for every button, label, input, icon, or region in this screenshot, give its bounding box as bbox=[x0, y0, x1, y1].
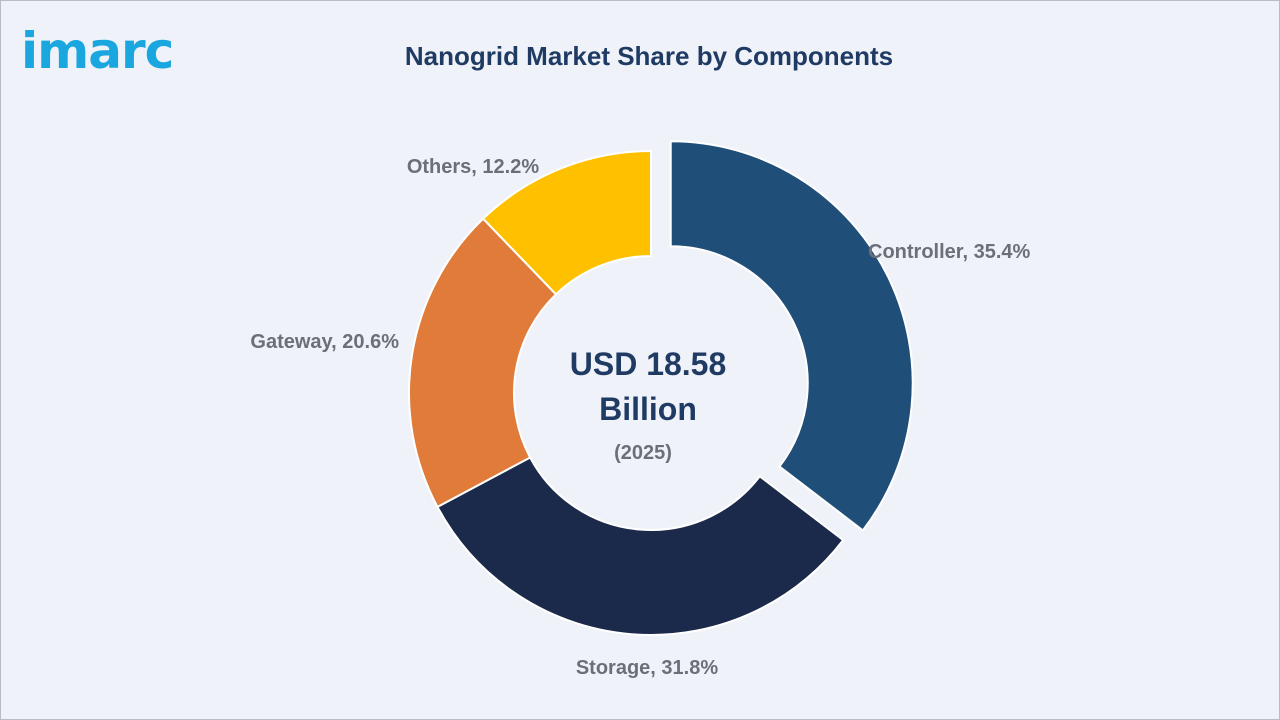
center-year: (2025) bbox=[614, 442, 672, 464]
donut-slices bbox=[408, 140, 914, 636]
slice-gateway bbox=[408, 217, 558, 509]
center-value-line-1: USD 18.58 bbox=[570, 346, 727, 382]
slice-others bbox=[481, 149, 652, 296]
slice-label-controller: Controller, 35.4% bbox=[868, 241, 1030, 263]
slice-controller bbox=[669, 140, 914, 532]
slice-label-others: Others, 12.2% bbox=[407, 156, 540, 178]
slice-storage bbox=[436, 456, 845, 636]
center-value-line-2: Billion bbox=[599, 391, 697, 427]
slice-labels: Controller, 35.4% Storage, 31.8% Gateway, … bbox=[250, 156, 1030, 679]
slice-label-storage: Storage, 31.8% bbox=[576, 657, 719, 679]
imarc-logo: imarc bbox=[21, 22, 174, 80]
slice-label-gateway: Gateway, 20.6% bbox=[250, 331, 399, 353]
chart-title: Nanogrid Market Share by Components bbox=[404, 41, 894, 71]
